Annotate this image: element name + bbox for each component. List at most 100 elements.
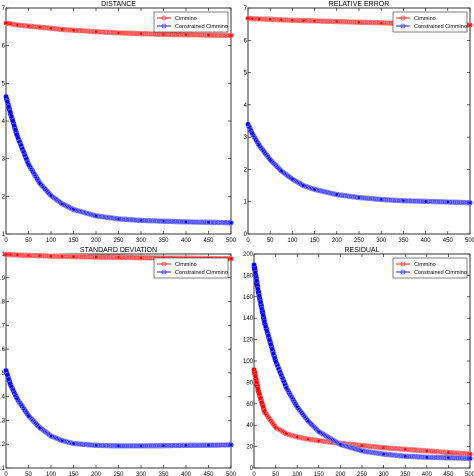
data-point — [257, 16, 263, 22]
data-point — [259, 305, 265, 312]
x-tick-label: 50 — [267, 238, 274, 244]
legend-entry: Constrained Cimmino — [414, 270, 467, 276]
data-point — [64, 253, 70, 260]
data-point — [271, 161, 278, 167]
legend-box — [153, 257, 229, 279]
data-point — [463, 199, 470, 206]
data-point — [56, 198, 62, 204]
legend-box — [153, 11, 229, 33]
data-point — [60, 253, 66, 260]
data-point — [43, 429, 50, 436]
data-point — [321, 18, 327, 24]
data-point — [34, 422, 40, 428]
data-point-value: 1.34 — [162, 220, 165, 223]
x-tick-label: 100 — [46, 238, 57, 244]
data-point-value: 1.95 — [280, 169, 283, 173]
data-point — [283, 172, 290, 178]
data-point-value: 3.1 — [251, 132, 254, 136]
data-point-value: 3.4 — [246, 123, 250, 126]
x-tick-label: 300 — [136, 472, 147, 476]
data-point-value: 16 — [360, 449, 364, 453]
data-point — [174, 442, 181, 449]
data-point-value: 34 — [317, 430, 320, 433]
data-point — [355, 19, 362, 25]
data-point — [282, 171, 288, 177]
data-point — [373, 20, 379, 26]
data-point-value: 14.5 — [447, 451, 450, 454]
y-tick-label: 5 — [244, 71, 248, 77]
data-point — [274, 164, 280, 170]
data-point — [12, 392, 19, 398]
data-point — [200, 442, 206, 448]
data-point-value: 6.27 — [229, 34, 233, 37]
y-tick-label: 60 — [246, 402, 253, 408]
data-point — [291, 177, 298, 184]
data-point — [224, 442, 231, 448]
legend-entry: Cimmino — [175, 262, 197, 268]
data-point-value: 13 — [382, 452, 385, 456]
data-point — [88, 28, 94, 35]
data-point — [439, 455, 445, 461]
data-point — [224, 32, 231, 39]
legend-swatch-marker — [161, 23, 167, 29]
data-point — [325, 434, 331, 440]
data-point — [77, 254, 83, 260]
data-point — [227, 220, 233, 226]
data-point — [213, 442, 220, 448]
data-point — [435, 454, 441, 461]
data-point — [132, 255, 139, 261]
data-point — [224, 219, 231, 226]
data-point — [31, 252, 38, 259]
data-point — [258, 145, 264, 151]
data-point-value: 75 — [285, 386, 288, 389]
data-point-value: 6.6 — [4, 21, 8, 25]
data-point — [157, 218, 163, 224]
data-point — [3, 251, 9, 258]
data-point — [201, 32, 208, 38]
data-point — [151, 218, 158, 224]
legend-swatch-marker — [161, 261, 167, 267]
data-point — [176, 219, 182, 225]
data-point-value: 1.03 — [402, 199, 405, 202]
data-point-value: 1.5 — [302, 184, 305, 187]
data-point — [317, 18, 323, 24]
y-tick-label: 0.8 — [0, 300, 6, 306]
data-point — [37, 424, 43, 431]
x-tick-label: 200 — [335, 472, 346, 476]
data-point — [199, 442, 205, 448]
data-point — [450, 455, 457, 461]
data-point — [466, 455, 472, 461]
data-point — [318, 18, 324, 24]
data-point — [80, 254, 86, 260]
data-point — [41, 184, 47, 191]
data-point — [45, 430, 51, 437]
data-point — [209, 32, 216, 38]
data-point — [161, 442, 167, 449]
data-point — [456, 455, 462, 461]
data-point-value: 38 — [274, 426, 277, 429]
y-tick-label: 4 — [244, 103, 248, 109]
y-tick-label: 5 — [2, 81, 6, 87]
x-tick-label: 150 — [68, 238, 79, 244]
data-point — [222, 32, 228, 39]
x-tick-label: 250 — [357, 472, 368, 476]
data-point — [270, 421, 277, 427]
data-point — [42, 25, 48, 31]
data-point — [454, 199, 460, 205]
data-point — [8, 252, 15, 258]
y-tick-label: 200 — [243, 252, 254, 258]
chart-panel-4: RESIDUAL 0 50 100 150 200 250 300 350 400 450 500 0 2… — [243, 247, 474, 476]
data-point — [128, 30, 135, 36]
data-point — [99, 29, 105, 35]
data-point — [193, 442, 199, 448]
data-point — [363, 195, 370, 201]
data-point-value: 16 — [425, 449, 428, 453]
data-point — [382, 20, 388, 26]
x-tick-label: 350 — [158, 238, 169, 244]
chart-title: RESIDUAL — [344, 247, 379, 254]
data-point — [56, 253, 62, 259]
data-point — [143, 443, 150, 449]
data-point — [350, 194, 356, 200]
data-point — [325, 18, 331, 24]
data-point — [33, 24, 39, 30]
